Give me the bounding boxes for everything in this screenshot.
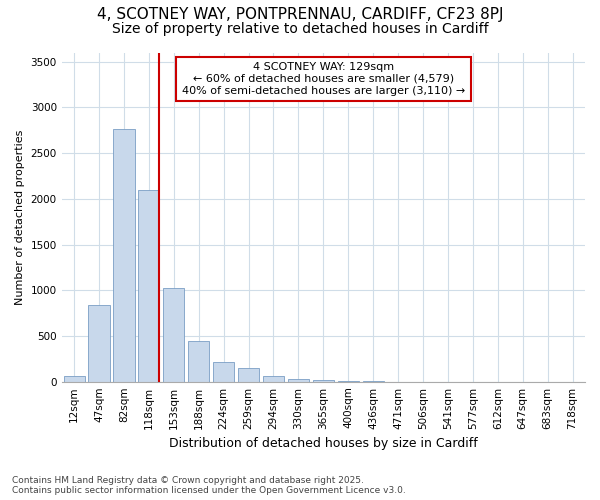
Bar: [213, 362, 234, 382]
Y-axis label: Number of detached properties: Number of detached properties: [15, 130, 25, 305]
X-axis label: Distribution of detached houses by size in Cardiff: Distribution of detached houses by size …: [169, 437, 478, 450]
Bar: [238, 368, 259, 382]
Text: Contains HM Land Registry data © Crown copyright and database right 2025.
Contai: Contains HM Land Registry data © Crown c…: [12, 476, 406, 495]
Bar: [288, 379, 309, 382]
Bar: [263, 376, 284, 382]
Bar: [138, 190, 160, 382]
Bar: [188, 340, 209, 382]
Text: Size of property relative to detached houses in Cardiff: Size of property relative to detached ho…: [112, 22, 488, 36]
Bar: [113, 130, 134, 382]
Text: 4 SCOTNEY WAY: 129sqm
← 60% of detached houses are smaller (4,579)
40% of semi-d: 4 SCOTNEY WAY: 129sqm ← 60% of detached …: [182, 62, 465, 96]
Bar: [163, 288, 184, 382]
Bar: [313, 380, 334, 382]
Text: 4, SCOTNEY WAY, PONTPRENNAU, CARDIFF, CF23 8PJ: 4, SCOTNEY WAY, PONTPRENNAU, CARDIFF, CF…: [97, 8, 503, 22]
Bar: [88, 305, 110, 382]
Bar: [64, 376, 85, 382]
